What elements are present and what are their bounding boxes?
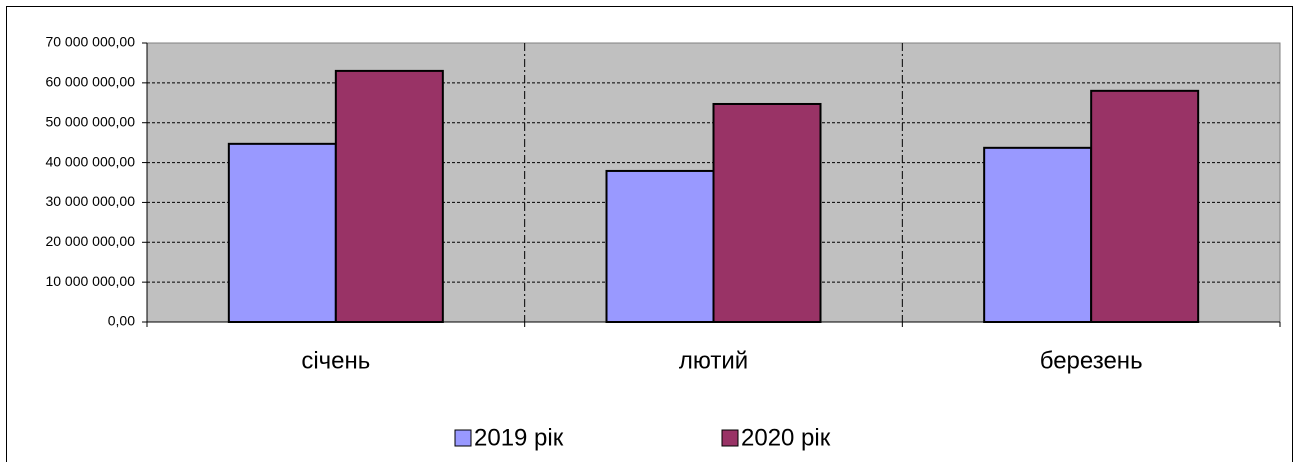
legend-label: 2020 рік [741, 424, 831, 451]
y-tick-label: 60 000 000,00 [45, 74, 135, 90]
legend-label: 2019 рік [474, 424, 564, 451]
x-tick-label: березень [1040, 347, 1143, 374]
y-tick-label: 50 000 000,00 [45, 113, 135, 129]
y-tick-label: 30 000 000,00 [45, 193, 135, 209]
y-tick-label: 0,00 [108, 313, 135, 329]
x-tick-label: січень [301, 347, 370, 374]
bar [605, 169, 715, 323]
y-tick-label: 20 000 000,00 [45, 233, 135, 249]
bar [227, 142, 337, 323]
bar [1090, 89, 1200, 324]
y-tick-label: 40 000 000,00 [45, 153, 135, 169]
x-tick-label: лютий [679, 347, 748, 374]
legend-swatch [454, 429, 472, 447]
y-tick-label: 10 000 000,00 [45, 273, 135, 289]
bar [983, 146, 1093, 323]
legend-swatch [721, 429, 739, 447]
y-tick-label: 70 000 000,00 [45, 34, 135, 50]
bar [334, 69, 444, 324]
bar [712, 102, 822, 323]
